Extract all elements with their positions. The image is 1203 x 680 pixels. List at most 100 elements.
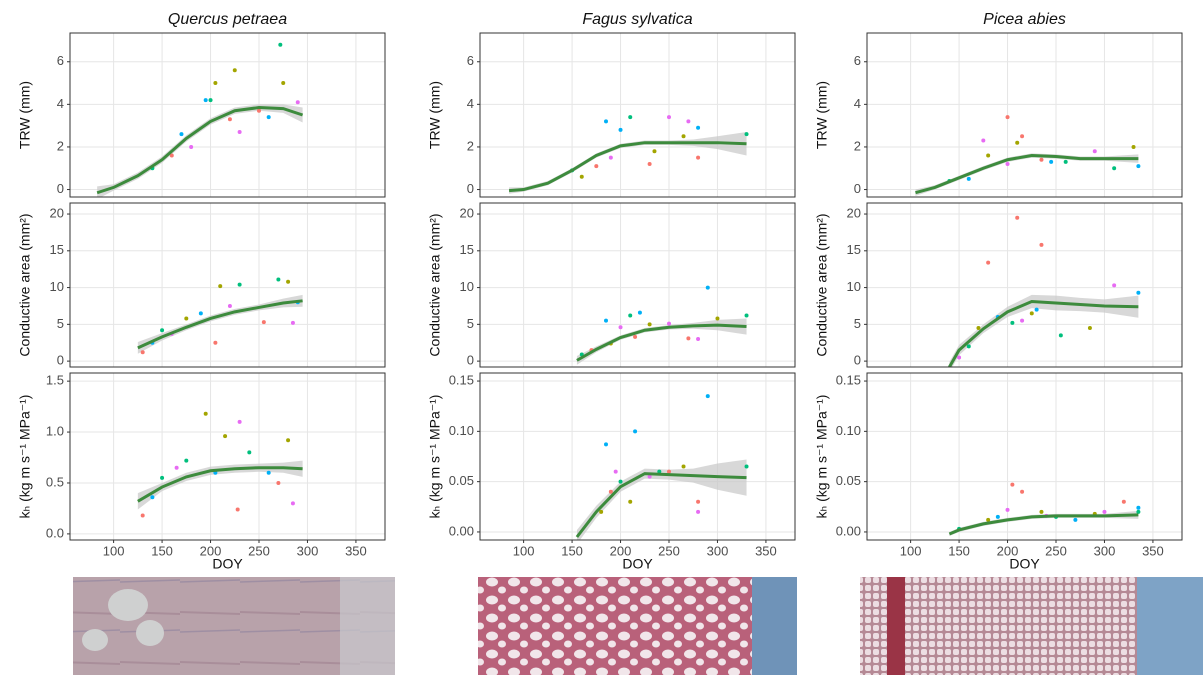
panel-title: Fagus sylvatica — [582, 11, 692, 28]
point — [237, 419, 242, 424]
y-tick-label: 6 — [467, 53, 474, 68]
point — [276, 277, 281, 282]
point — [213, 340, 218, 345]
point — [604, 318, 608, 323]
panel: 0 2 4 6 TRW (mm) Fagus sylvatica — [427, 11, 796, 198]
point — [261, 320, 266, 325]
plot-area — [948, 482, 1141, 536]
plot-area — [96, 42, 304, 197]
point — [986, 153, 991, 158]
panel: 0 5 10 15 20 Conductive area (mm²) — [814, 202, 1183, 368]
panel-background — [480, 373, 795, 540]
y-tick-label: 0 — [854, 353, 861, 368]
point — [1005, 161, 1010, 166]
fit-line — [508, 141, 747, 193]
point — [1039, 509, 1044, 514]
point — [986, 260, 991, 265]
confidence-band — [97, 104, 303, 197]
point — [667, 115, 671, 120]
y-tick-label: 4 — [854, 96, 861, 111]
point — [686, 119, 691, 124]
y-tick-label: 20 — [847, 205, 861, 220]
point — [681, 134, 686, 139]
point — [286, 279, 291, 284]
point — [235, 507, 240, 512]
plot-area — [576, 285, 749, 365]
oak-latewood — [340, 577, 395, 675]
plot-area — [575, 394, 749, 540]
point — [652, 149, 657, 154]
y-tick-label: 10 — [50, 279, 64, 294]
point — [1112, 166, 1117, 171]
y-tick-label: 15 — [847, 242, 861, 257]
point — [986, 517, 991, 522]
point — [140, 350, 145, 355]
point — [1102, 509, 1107, 514]
y-axis-label: TRW (mm) — [814, 81, 830, 149]
plot-area — [948, 215, 1141, 367]
point — [744, 313, 749, 318]
point — [995, 514, 1000, 519]
x-tick-label: 350 — [755, 543, 777, 558]
y-tick-label: 2 — [467, 138, 474, 153]
y-tick-label: 2 — [57, 138, 64, 153]
vessel — [82, 629, 108, 651]
y-tick-label: 15 — [50, 242, 64, 257]
point — [150, 495, 155, 500]
point — [218, 284, 223, 289]
point — [618, 479, 623, 484]
point — [744, 464, 749, 469]
confidence-band — [137, 294, 303, 354]
point — [705, 394, 710, 399]
panel: 0.00 0.05 0.10 0.15 100 150 200 250 300 350 DOY kₕ … — [814, 372, 1183, 572]
point — [966, 344, 971, 349]
panel-border — [69, 372, 386, 541]
point — [976, 326, 981, 331]
y-tick-label: 0 — [57, 181, 64, 196]
point — [1087, 326, 1092, 331]
spruce-latewood — [887, 577, 905, 675]
y-tick-label: 5 — [57, 316, 64, 331]
y-tick-label: 0.00 — [449, 523, 474, 538]
point — [1029, 311, 1034, 316]
point — [1049, 159, 1054, 164]
point — [594, 164, 599, 169]
point — [1121, 499, 1126, 504]
plot-area — [508, 115, 749, 194]
x-tick-label: 300 — [1094, 543, 1116, 558]
point — [647, 474, 652, 479]
beech-micrograph — [478, 577, 797, 675]
y-axis-label: kₕ (kg m s⁻¹ MPa⁻¹) — [17, 395, 33, 519]
point — [628, 115, 633, 120]
point — [1010, 320, 1015, 325]
point — [1063, 159, 1068, 164]
x-tick-label: 150 — [561, 543, 583, 558]
point — [208, 98, 213, 103]
y-tick-label: 6 — [57, 53, 64, 68]
y-tick-label: 0 — [467, 181, 474, 196]
point — [604, 119, 608, 124]
point — [174, 465, 179, 470]
x-tick-label: 250 — [658, 543, 680, 558]
vessel — [108, 589, 148, 621]
point — [647, 322, 652, 327]
point — [696, 155, 701, 160]
point — [696, 337, 701, 342]
panel-border — [866, 372, 1183, 541]
point — [1131, 144, 1136, 149]
y-tick-label: 0.05 — [449, 473, 474, 488]
point — [203, 411, 208, 416]
x-axis-label: DOY — [1009, 556, 1040, 572]
confidence-band — [576, 459, 747, 540]
point — [667, 469, 671, 474]
panel-background — [867, 33, 1182, 197]
panel-title: Picea abies — [983, 11, 1066, 28]
point — [628, 313, 633, 318]
point — [1020, 318, 1025, 323]
fit-line — [915, 153, 1139, 195]
y-tick-label: 20 — [460, 205, 474, 220]
point — [1136, 505, 1141, 510]
y-tick-label: 4 — [57, 96, 64, 111]
panel-title: Quercus petraea — [168, 11, 287, 28]
y-axis-label: Conductive area (mm²) — [17, 213, 33, 356]
